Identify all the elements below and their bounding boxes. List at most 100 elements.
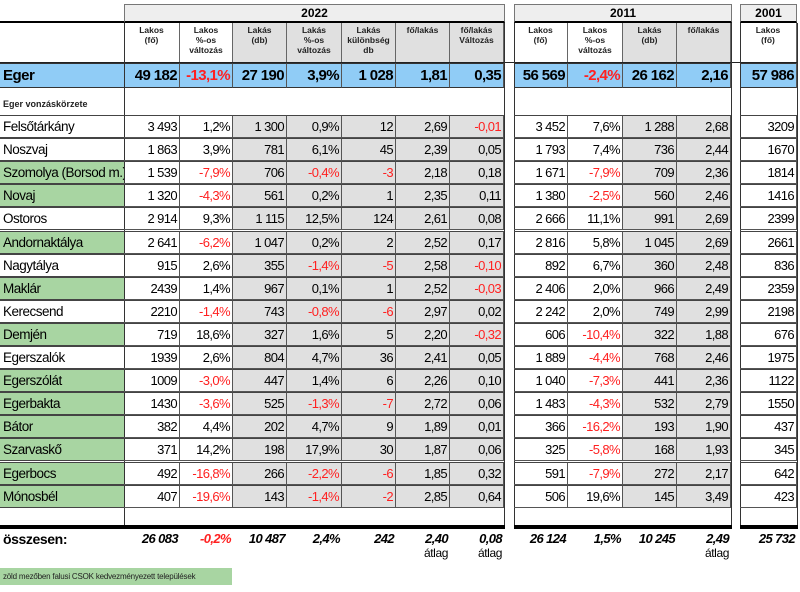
settlement-name: Egerbakta bbox=[0, 392, 124, 416]
value-2011: 322 bbox=[623, 322, 677, 346]
total-2011: 10 245 bbox=[638, 531, 676, 546]
value-2022: 2,72 bbox=[396, 392, 450, 416]
y2022-col-header: Lakás %-os változás bbox=[287, 23, 342, 63]
value-2022: 2,35 bbox=[396, 184, 450, 208]
value-2022: 355 bbox=[233, 253, 287, 277]
totals-label: összesen: bbox=[3, 531, 68, 547]
total-2022: -0,2% bbox=[200, 531, 232, 546]
value-2022: 30 bbox=[342, 438, 396, 462]
value-2011: 768 bbox=[623, 346, 677, 370]
value-2011: 560 bbox=[623, 184, 677, 208]
value-2011: 892 bbox=[514, 253, 568, 277]
value-2011: 2,36 bbox=[677, 161, 731, 185]
value-2011: 506 bbox=[514, 484, 568, 508]
value-2022: 1 320 bbox=[124, 184, 180, 208]
y2001-col-header: Lakos (fő) bbox=[740, 23, 797, 63]
value-2011: 1,93 bbox=[677, 438, 731, 462]
value-2011: 1 288 bbox=[623, 115, 677, 139]
value-2022: 2,26 bbox=[396, 369, 450, 393]
value-2022: 0,9% bbox=[287, 115, 342, 139]
value-2022: 2,20 bbox=[396, 322, 450, 346]
value-2011: 532 bbox=[623, 392, 677, 416]
value-2022: 1 863 bbox=[124, 138, 180, 162]
value-2011: 1 793 bbox=[514, 138, 568, 162]
section-label: Eger vonzáskörzete bbox=[3, 99, 88, 109]
value-2022: 0,32 bbox=[450, 461, 504, 485]
eger-2022-value: 1 028 bbox=[342, 63, 396, 88]
value-2011: 591 bbox=[514, 461, 568, 485]
block-edge bbox=[797, 23, 798, 525]
y2022-col-header: fő/lakás bbox=[396, 23, 450, 63]
y2022-col-header: fő/lakás Változás bbox=[450, 23, 504, 63]
value-2022: 12,5% bbox=[287, 207, 342, 231]
value-2022: -0,32 bbox=[450, 322, 504, 346]
value-2022: 6 bbox=[342, 369, 396, 393]
y2011-col-header: Lakos (fő) bbox=[514, 23, 568, 63]
value-2022: -4,3% bbox=[180, 184, 233, 208]
value-2011: 7,6% bbox=[568, 115, 623, 139]
value-2022: 143 bbox=[233, 484, 287, 508]
value-2022: -16,8% bbox=[180, 461, 233, 485]
value-2011: 1 483 bbox=[514, 392, 568, 416]
value-2001: 345 bbox=[740, 438, 797, 462]
value-2011: 2 406 bbox=[514, 276, 568, 300]
eger-2022-value: -13,1% bbox=[180, 63, 233, 88]
value-2022: 1 bbox=[342, 184, 396, 208]
value-2011: 2,69 bbox=[677, 230, 731, 254]
total-2022: 2,40 bbox=[425, 531, 449, 546]
value-2022: -6 bbox=[342, 299, 396, 323]
value-2011: 606 bbox=[514, 322, 568, 346]
value-2022: 36 bbox=[342, 346, 396, 370]
settlement-name: Mónosbél bbox=[0, 484, 124, 508]
value-2022: 719 bbox=[124, 322, 180, 346]
average-label: átlag bbox=[423, 546, 448, 560]
value-2011: 1 045 bbox=[623, 230, 677, 254]
value-2011: 1 671 bbox=[514, 161, 568, 185]
value-2022: 3,9% bbox=[180, 138, 233, 162]
value-2022: 0,05 bbox=[450, 346, 504, 370]
value-2011: 2,48 bbox=[677, 253, 731, 277]
value-2022: 2,41 bbox=[396, 346, 450, 370]
value-2022: -6 bbox=[342, 461, 396, 485]
value-2022: 407 bbox=[124, 484, 180, 508]
value-2022: 4,7% bbox=[287, 346, 342, 370]
value-2022: 561 bbox=[233, 184, 287, 208]
value-2011: -2,5% bbox=[568, 184, 623, 208]
value-2022: 0,10 bbox=[450, 369, 504, 393]
value-2011: 6,7% bbox=[568, 253, 623, 277]
value-2022: 1,85 bbox=[396, 461, 450, 485]
value-2011: 736 bbox=[623, 138, 677, 162]
value-2022: 2,52 bbox=[396, 230, 450, 254]
value-2022: 0,64 bbox=[450, 484, 504, 508]
value-2022: 2,6% bbox=[180, 253, 233, 277]
value-2022: 1,2% bbox=[180, 115, 233, 139]
value-2011: -7,3% bbox=[568, 369, 623, 393]
total-2011: 1,5% bbox=[593, 531, 622, 546]
y2022-col-header: Lakos (fő) bbox=[124, 23, 180, 63]
value-2022: 382 bbox=[124, 415, 180, 439]
value-2001: 2661 bbox=[740, 230, 797, 254]
value-2011: -4,3% bbox=[568, 392, 623, 416]
value-2011: 2,49 bbox=[677, 276, 731, 300]
value-2001: 1416 bbox=[740, 184, 797, 208]
value-2011: 2,69 bbox=[677, 207, 731, 231]
value-2011: 2 666 bbox=[514, 207, 568, 231]
settlement-name: Szarvaskő bbox=[0, 438, 124, 462]
value-2011: 7,4% bbox=[568, 138, 623, 162]
value-2022: -3,6% bbox=[180, 392, 233, 416]
value-2011: 2,0% bbox=[568, 276, 623, 300]
value-2022: 2,39 bbox=[396, 138, 450, 162]
value-2011: 1,88 bbox=[677, 322, 731, 346]
value-2022: 198 bbox=[233, 438, 287, 462]
average-label: átlag bbox=[704, 546, 729, 560]
value-2001: 676 bbox=[740, 322, 797, 346]
value-2011: 2,99 bbox=[677, 299, 731, 323]
value-2022: -2 bbox=[342, 484, 396, 508]
eger-top-rule bbox=[0, 62, 797, 63]
value-2022: 1 115 bbox=[233, 207, 287, 231]
value-2022: 915 bbox=[124, 253, 180, 277]
total-2011: 26 124 bbox=[529, 531, 567, 546]
eger-2001-value: 57 986 bbox=[740, 63, 797, 88]
settlement-name: Maklár bbox=[0, 276, 124, 300]
settlement-name: Demjén bbox=[0, 322, 124, 346]
